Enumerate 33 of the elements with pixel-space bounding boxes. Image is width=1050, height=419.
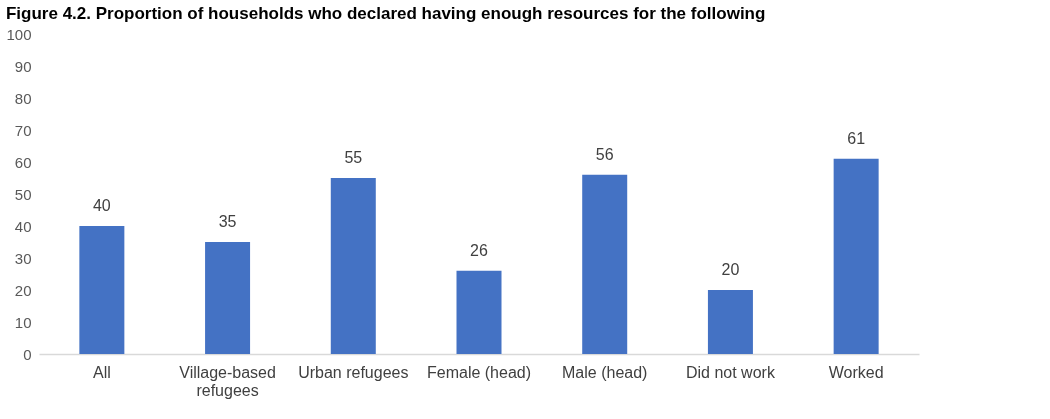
y-tick-label: 70 [14, 121, 32, 139]
y-tick-label: 80 [14, 89, 32, 107]
data-label: 40 [92, 197, 111, 214]
bar [205, 242, 251, 354]
x-tick-label: Did not work [685, 363, 776, 381]
y-tick-label: 90 [14, 57, 32, 75]
y-tick-label: 100 [6, 25, 32, 43]
y-tick-label: 10 [14, 313, 32, 331]
y-tick-label: 60 [14, 153, 32, 171]
bar [456, 270, 502, 354]
chart-title: Figure 4.2. Proportion of households who declared having enough resources for the following [5, 4, 766, 23]
data-label: 35 [218, 213, 237, 230]
data-label: 61 [847, 129, 866, 147]
x-tick-label: Urban refugees [298, 363, 409, 381]
y-tick-label: 40 [14, 217, 32, 235]
y-tick-label: 50 [14, 185, 32, 203]
y-tick-label: 20 [14, 281, 32, 299]
bar [582, 174, 628, 354]
x-tick-label: Male (head) [562, 363, 648, 381]
x-tick-label: Female (head) [426, 363, 532, 381]
x-tick-label: All [92, 363, 111, 381]
x-tick-label: Worked [828, 363, 884, 381]
bar [833, 158, 879, 354]
data-label: 55 [344, 149, 363, 166]
bar [707, 290, 753, 354]
data-label: 20 [721, 261, 740, 278]
data-label: 56 [595, 145, 614, 163]
data-label: 26 [470, 241, 488, 259]
bar [79, 226, 125, 354]
bar [330, 178, 376, 354]
y-tick-label: 30 [14, 249, 32, 267]
y-tick-label: 0 [23, 345, 32, 363]
x-tick-label: Village-based refugees [179, 363, 276, 399]
